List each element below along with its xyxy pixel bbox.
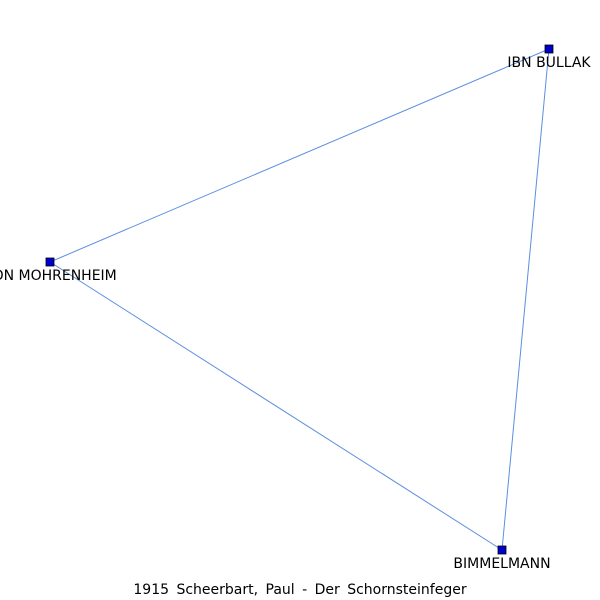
diagram-caption: 1915 Scheerbart, Paul - Der Schornsteinf… xyxy=(133,582,467,598)
edges-layer xyxy=(49,48,550,551)
node-label-ibn-bullak: IBN BULLAK xyxy=(507,55,591,71)
edge-ibn-bullak-bimmelmann xyxy=(501,48,550,551)
node-label-bimmelmann: BIMMELMANN xyxy=(453,556,550,572)
nodes-layer: IBN BULLAK VON MOHRENHEIM BIMMELMANN xyxy=(0,44,591,572)
node-ibn-bullak[interactable] xyxy=(544,44,554,54)
edge-ibn-bullak-von-mohrenheim xyxy=(49,48,550,263)
node-bimmelmann[interactable] xyxy=(497,545,507,555)
edge-von-mohrenheim-bimmelmann xyxy=(49,261,503,551)
node-von-mohrenheim[interactable] xyxy=(45,257,55,267)
node-label-von-mohrenheim: VON MOHRENHEIM xyxy=(0,268,117,284)
